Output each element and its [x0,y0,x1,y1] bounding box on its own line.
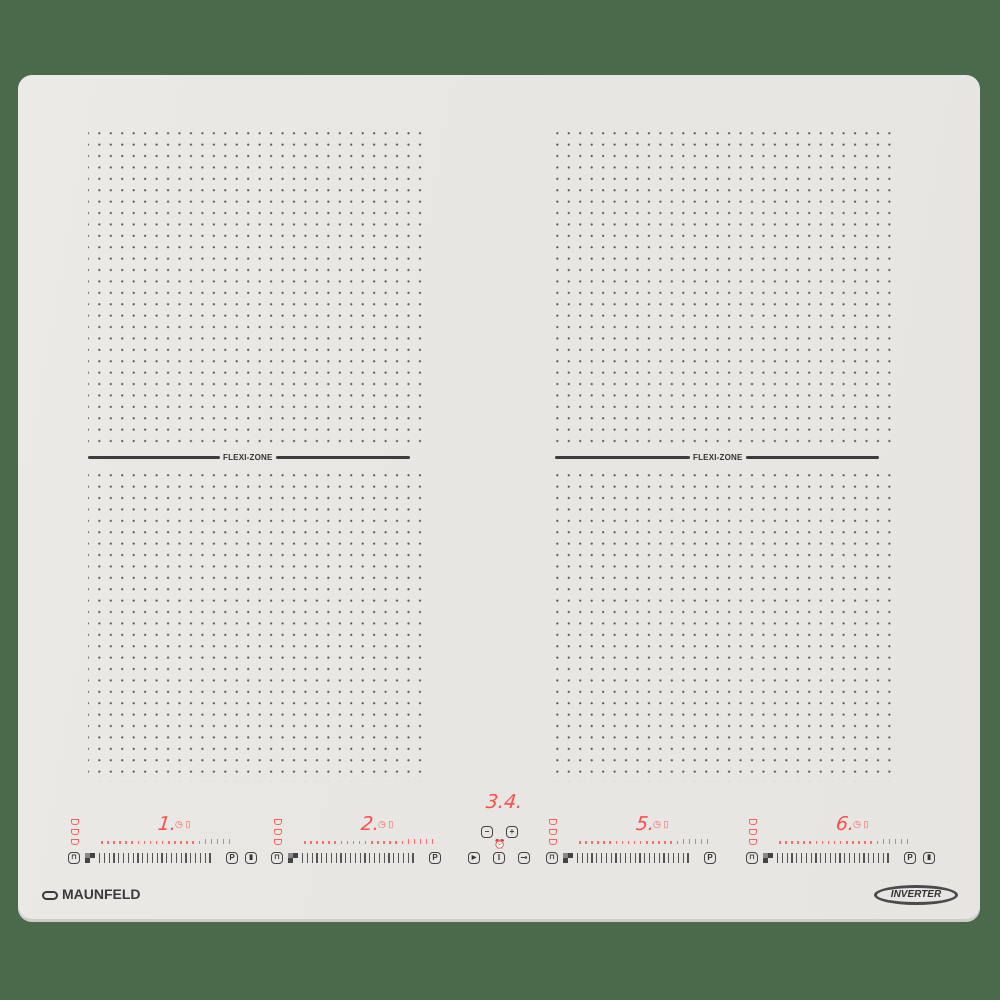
power-level-bar [101,839,231,844]
bridge-button[interactable]: ▮ [245,852,257,864]
power-level-indicator-icon [274,839,282,845]
timer-alarm-icon: ⏰ [494,839,506,849]
flexi-zone-divider-left: FLEXI-ZONE [88,452,410,462]
power-level-indicator-icon [749,829,757,835]
timer-icon: ◷ ▯ [653,819,669,829]
power-slider[interactable] [302,853,414,863]
play-pause-button[interactable]: ▶ [468,852,480,864]
power-level-bar [579,839,709,844]
timer-icon: ◷ ▯ [378,819,394,829]
maunfeld-logo: MAUNFELD [42,886,141,902]
boost-p-button[interactable]: P [429,852,441,864]
plus-button[interactable]: + [506,826,518,838]
power-level-indicator-icon [71,839,79,845]
bridge-button[interactable]: ▮ [923,852,935,864]
zone-left-top [88,131,424,449]
flexi-zone-label: FLEXI-ZONE [223,452,273,462]
flexi-zone-label: FLEXI-ZONE [693,452,743,462]
inverter-badge: INVERTER [874,885,958,905]
pot-detect-button[interactable]: ⊓ [746,852,758,864]
lock-button[interactable]: ⊸ [518,852,530,864]
flexi-mode-icon[interactable] [763,853,773,863]
cooking-zone-dot-grid [88,131,891,782]
boost-p-button[interactable]: P [226,852,238,864]
power-level-indicator-icon [749,819,757,825]
power-level-indicator-icon [549,829,557,835]
center-display: 3.4. [484,791,524,813]
logo-emblem-icon [42,890,58,900]
pot-detect-button[interactable]: ⊓ [271,852,283,864]
brand-name: MAUNFELD [62,886,141,902]
flexi-mode-icon[interactable] [85,853,95,863]
cooktop-panel: FLEXI-ZONE FLEXI-ZONE 1. ◷ ▯ ⊓ P ▮ 2. ◷ ▯ ⊓ P 5. ◷… [18,75,980,922]
minus-button[interactable]: − [481,826,493,838]
zone-right-top [555,131,891,449]
zone-right-bottom [555,472,891,782]
power-slider[interactable] [99,853,211,863]
power-level-indicator-icon [274,819,282,825]
power-level-indicator-icon [71,819,79,825]
boost-p-button[interactable]: P [904,852,916,864]
power-slider[interactable] [577,853,689,863]
power-level-indicator-icon [71,829,79,835]
flexi-mode-icon[interactable] [288,853,298,863]
power-button[interactable]: I [493,852,505,864]
power-level-bar [304,839,434,844]
zone-left-bottom [88,472,424,782]
timer-icon: ◷ ▯ [175,819,191,829]
power-level-bar [779,839,909,844]
power-level-indicator-icon [549,839,557,845]
timer-icon: ◷ ▯ [853,819,869,829]
power-level-indicator-icon [549,819,557,825]
power-level-indicator-icon [274,829,282,835]
flexi-zone-divider-right: FLEXI-ZONE [555,452,879,462]
pot-detect-button[interactable]: ⊓ [68,852,80,864]
power-slider[interactable] [777,853,889,863]
flexi-mode-icon[interactable] [563,853,573,863]
boost-p-button[interactable]: P [704,852,716,864]
pot-detect-button[interactable]: ⊓ [546,852,558,864]
power-level-indicator-icon [749,839,757,845]
